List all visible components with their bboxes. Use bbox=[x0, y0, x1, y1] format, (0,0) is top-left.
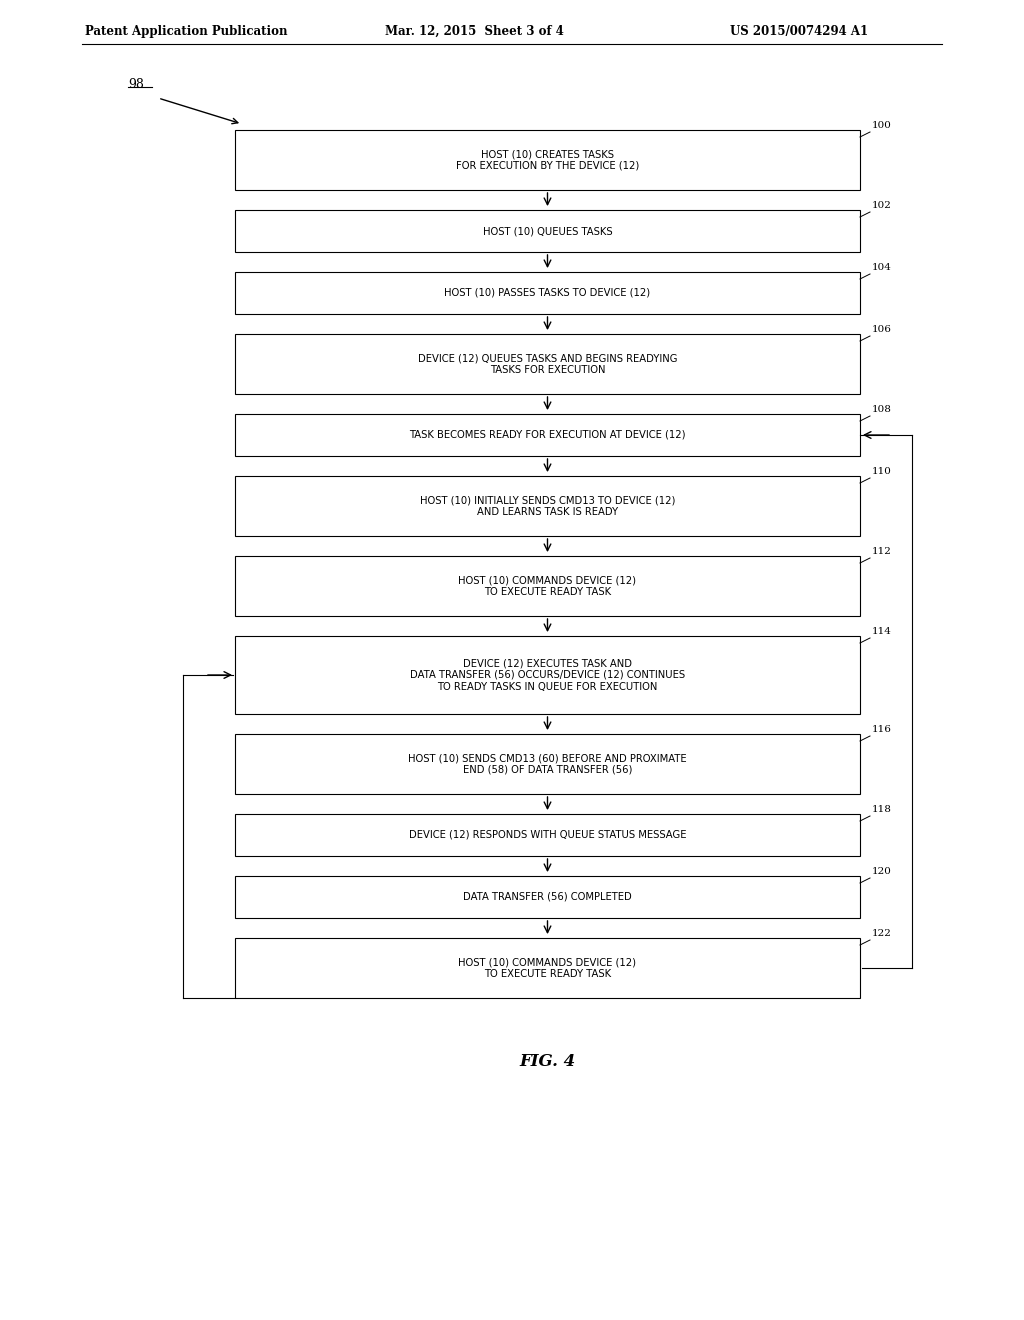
Text: HOST (10) INITIALLY SENDS CMD13 TO DEVICE (12)
AND LEARNS TASK IS READY: HOST (10) INITIALLY SENDS CMD13 TO DEVIC… bbox=[420, 495, 675, 517]
Text: 102: 102 bbox=[872, 201, 892, 210]
Text: 112: 112 bbox=[872, 546, 892, 556]
FancyBboxPatch shape bbox=[234, 334, 860, 393]
FancyBboxPatch shape bbox=[234, 210, 860, 252]
Text: HOST (10) COMMANDS DEVICE (12)
TO EXECUTE READY TASK: HOST (10) COMMANDS DEVICE (12) TO EXECUT… bbox=[459, 957, 637, 979]
Text: HOST (10) CREATES TASKS
FOR EXECUTION BY THE DEVICE (12): HOST (10) CREATES TASKS FOR EXECUTION BY… bbox=[456, 149, 639, 170]
FancyBboxPatch shape bbox=[234, 477, 860, 536]
Text: HOST (10) PASSES TASKS TO DEVICE (12): HOST (10) PASSES TASKS TO DEVICE (12) bbox=[444, 288, 650, 298]
FancyBboxPatch shape bbox=[234, 814, 860, 855]
Text: 100: 100 bbox=[872, 121, 892, 129]
Text: 116: 116 bbox=[872, 725, 892, 734]
Text: HOST (10) QUEUES TASKS: HOST (10) QUEUES TASKS bbox=[482, 226, 612, 236]
Text: 114: 114 bbox=[872, 627, 892, 636]
FancyBboxPatch shape bbox=[234, 414, 860, 455]
FancyBboxPatch shape bbox=[234, 272, 860, 314]
Text: TASK BECOMES READY FOR EXECUTION AT DEVICE (12): TASK BECOMES READY FOR EXECUTION AT DEVI… bbox=[410, 430, 686, 440]
FancyBboxPatch shape bbox=[234, 636, 860, 714]
FancyBboxPatch shape bbox=[234, 876, 860, 917]
Text: 106: 106 bbox=[872, 325, 892, 334]
Text: DEVICE (12) QUEUES TASKS AND BEGINS READYING
TASKS FOR EXECUTION: DEVICE (12) QUEUES TASKS AND BEGINS READ… bbox=[418, 354, 677, 375]
Text: 98: 98 bbox=[128, 78, 144, 91]
Text: US 2015/0074294 A1: US 2015/0074294 A1 bbox=[730, 25, 868, 38]
Text: 104: 104 bbox=[872, 263, 892, 272]
FancyBboxPatch shape bbox=[234, 939, 860, 998]
Text: DEVICE (12) RESPONDS WITH QUEUE STATUS MESSAGE: DEVICE (12) RESPONDS WITH QUEUE STATUS M… bbox=[409, 830, 686, 840]
Text: 108: 108 bbox=[872, 405, 892, 414]
Text: 122: 122 bbox=[872, 929, 892, 939]
FancyBboxPatch shape bbox=[234, 129, 860, 190]
Text: Patent Application Publication: Patent Application Publication bbox=[85, 25, 288, 38]
Text: DEVICE (12) EXECUTES TASK AND
DATA TRANSFER (56) OCCURS/DEVICE (12) CONTINUES
TO: DEVICE (12) EXECUTES TASK AND DATA TRANS… bbox=[410, 659, 685, 692]
Text: 110: 110 bbox=[872, 467, 892, 477]
Text: Mar. 12, 2015  Sheet 3 of 4: Mar. 12, 2015 Sheet 3 of 4 bbox=[385, 25, 564, 38]
Text: FIG. 4: FIG. 4 bbox=[519, 1053, 575, 1071]
Text: HOST (10) SENDS CMD13 (60) BEFORE AND PROXIMATE
END (58) OF DATA TRANSFER (56): HOST (10) SENDS CMD13 (60) BEFORE AND PR… bbox=[409, 754, 687, 775]
Text: DATA TRANSFER (56) COMPLETED: DATA TRANSFER (56) COMPLETED bbox=[463, 892, 632, 902]
FancyBboxPatch shape bbox=[234, 734, 860, 795]
FancyBboxPatch shape bbox=[234, 556, 860, 616]
Text: HOST (10) COMMANDS DEVICE (12)
TO EXECUTE READY TASK: HOST (10) COMMANDS DEVICE (12) TO EXECUT… bbox=[459, 576, 637, 597]
Text: 118: 118 bbox=[872, 805, 892, 814]
Text: 120: 120 bbox=[872, 867, 892, 876]
